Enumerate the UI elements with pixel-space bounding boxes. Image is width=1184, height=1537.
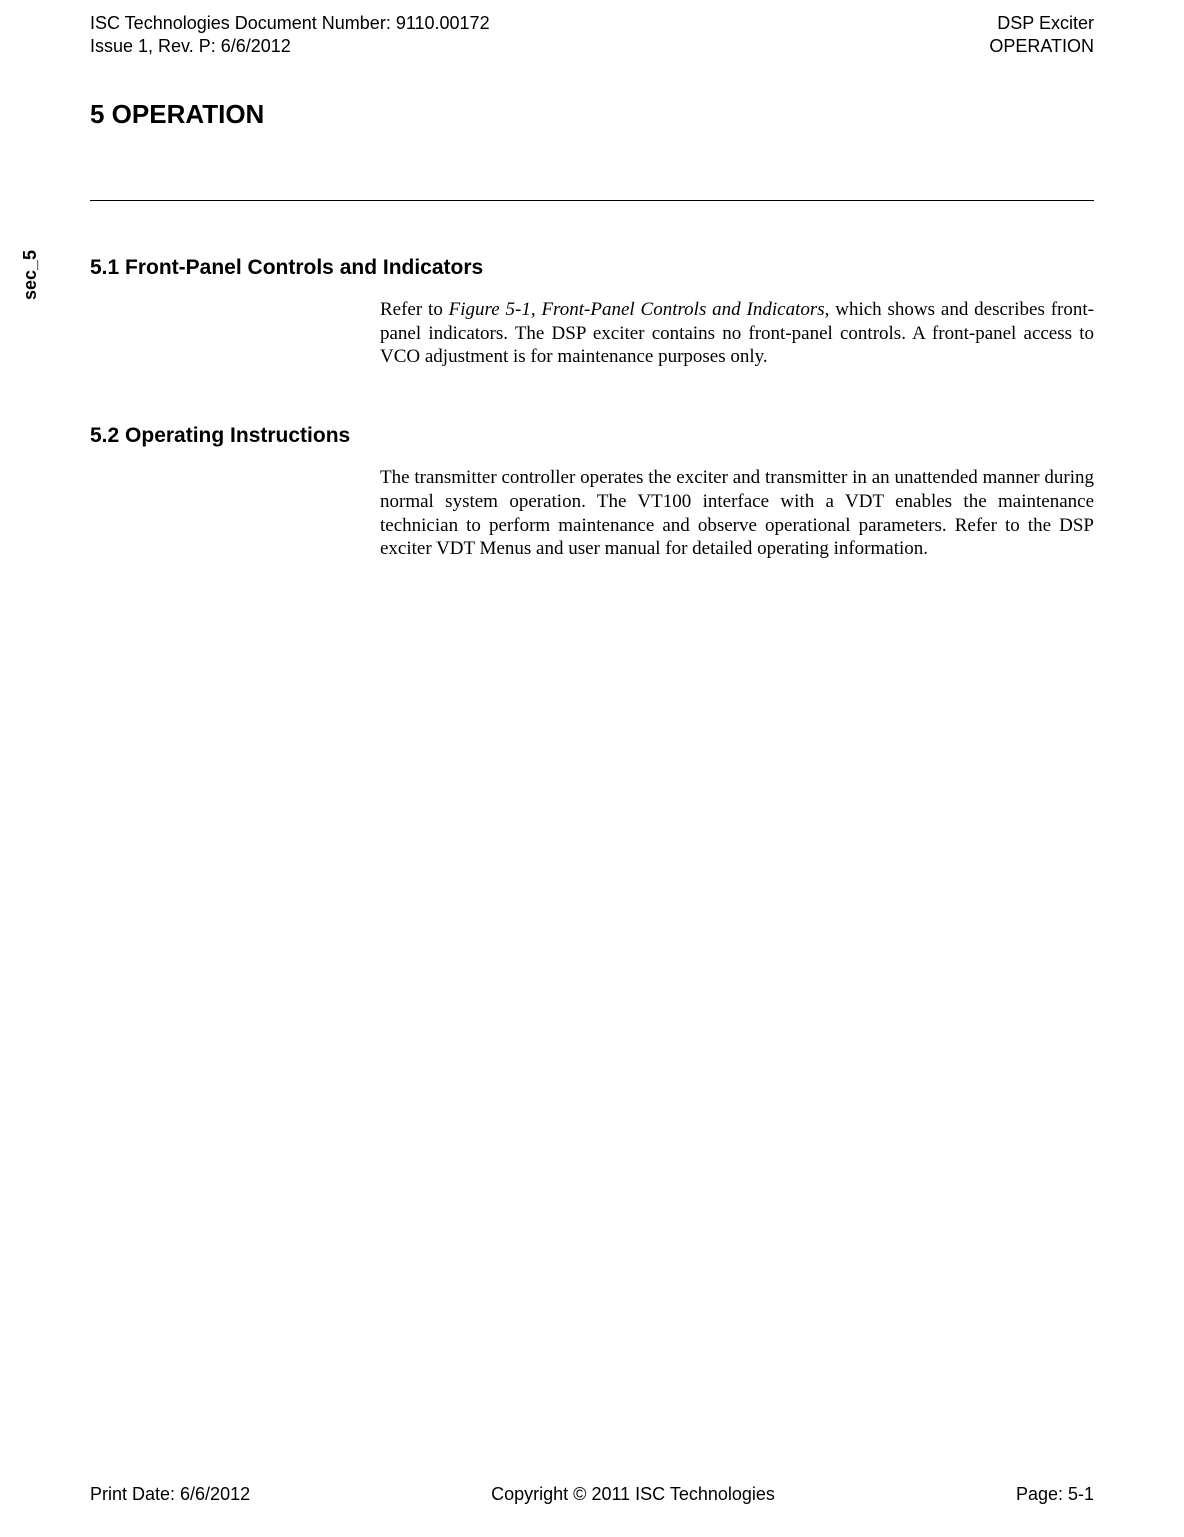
page-header: ISC Technologies Document Number: 9110.0… — [90, 12, 1094, 59]
footer-page: Page: 5-1 — [1016, 1484, 1094, 1505]
title-rule — [90, 200, 1094, 201]
body-5-1: Refer to Figure 5-1, Front-Panel Control… — [380, 298, 1094, 369]
header-right: DSP Exciter OPERATION — [989, 12, 1094, 59]
main-title: 5 OPERATION — [90, 99, 1094, 130]
heading-5-2: 5.2 Operating Instructions — [90, 424, 1094, 448]
product-name: DSP Exciter — [989, 12, 1094, 35]
figure-ref-5-1: Figure 5-1, Front-Panel Controls and Ind… — [449, 299, 830, 320]
doc-number: ISC Technologies Document Number: 9110.0… — [90, 12, 490, 35]
document-page: ISC Technologies Document Number: 9110.0… — [0, 0, 1184, 1537]
section-name: OPERATION — [989, 35, 1094, 58]
text-5-1-prefix: Refer to — [380, 299, 449, 320]
page-footer: Print Date: 6/6/2012 Copyright © 2011 IS… — [90, 1484, 1094, 1505]
issue-rev: Issue 1, Rev. P: 6/6/2012 — [90, 35, 490, 58]
body-5-2: The transmitter controller operates the … — [380, 466, 1094, 561]
footer-print-date: Print Date: 6/6/2012 — [90, 1484, 250, 1505]
header-left: ISC Technologies Document Number: 9110.0… — [90, 12, 490, 59]
footer-copyright: Copyright © 2011 ISC Technologies — [491, 1484, 775, 1505]
side-label: sec_5 — [20, 250, 41, 300]
heading-5-1: 5.1 Front-Panel Controls and Indicators — [90, 256, 1094, 280]
